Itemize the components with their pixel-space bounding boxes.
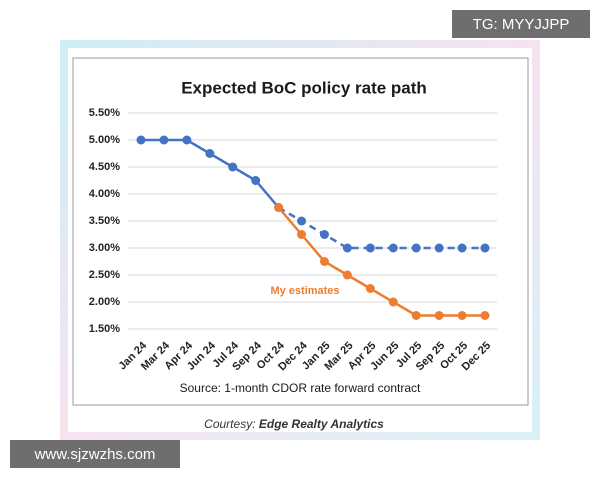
courtesy-label: Courtesy: [204, 417, 255, 431]
point [274, 203, 284, 212]
point [251, 176, 261, 185]
point [342, 270, 352, 280]
courtesy: Courtesy: Edge Realty Analytics [204, 417, 384, 431]
watermark: www.sjzwzhs.com [34, 446, 156, 463]
y-tick-label: 4.00% [89, 188, 120, 200]
point [411, 311, 421, 320]
point [434, 243, 444, 253]
point [434, 311, 444, 320]
y-tick-label: 3.00% [89, 242, 120, 254]
point [411, 243, 421, 253]
y-tick-label: 2.50% [89, 269, 120, 281]
point [480, 311, 490, 320]
point [136, 135, 146, 145]
y-tick-label: 1.50% [89, 323, 120, 335]
series-label: My estimates [270, 285, 339, 297]
point [319, 257, 329, 266]
point [297, 230, 307, 239]
chart-title: Expected BoC policy rate path [181, 78, 427, 97]
point [159, 135, 169, 145]
point [297, 216, 307, 226]
y-tick-label: 2.00% [89, 296, 120, 308]
point [228, 162, 238, 172]
watermark: TG: MYYJJPP [473, 16, 570, 33]
point [365, 284, 375, 293]
source-note: Source: 1-month CDOR rate forward contra… [180, 381, 421, 395]
point [205, 149, 215, 158]
watermark-box [10, 440, 180, 468]
watermark-box [452, 10, 590, 38]
point [388, 243, 398, 253]
point [457, 243, 467, 253]
y-tick-label: 5.00% [89, 134, 120, 146]
point [457, 311, 467, 320]
point [342, 243, 352, 253]
point [319, 230, 329, 239]
series-line [277, 206, 485, 317]
y-tick-label: 5.50% [89, 107, 120, 119]
point [365, 243, 375, 253]
point [388, 297, 398, 307]
point [480, 243, 490, 253]
courtesy-name: Edge Realty Analytics [259, 417, 384, 431]
series-line [277, 206, 485, 250]
y-tick-label: 3.50% [89, 215, 120, 227]
point [182, 135, 192, 145]
y-tick-label: 4.50% [89, 161, 120, 173]
